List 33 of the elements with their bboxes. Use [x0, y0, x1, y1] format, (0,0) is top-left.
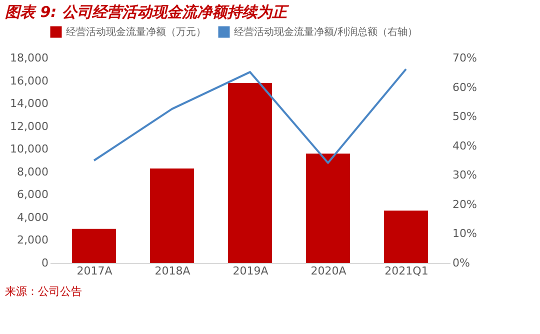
y2-tick-label: 50%	[452, 110, 477, 124]
x-tick-label: 2020A	[310, 264, 347, 278]
bar	[72, 228, 116, 263]
bar	[228, 83, 272, 263]
y2-tick-label: 30%	[452, 168, 477, 182]
y-tick-label: 12,000	[10, 120, 48, 133]
y-tick-label: 18,000	[10, 52, 48, 64]
bar	[384, 210, 428, 263]
source-note: 来源：公司公告	[5, 285, 82, 298]
x-tick-label: 2018A	[154, 264, 191, 278]
line-series	[93, 68, 407, 164]
y-tick-label: 14,000	[10, 97, 48, 110]
y2-tick-label: 40%	[452, 139, 477, 152]
x-tick-label: 2019A	[232, 264, 269, 278]
legend-label: 经营活动现金流量净额（万元）	[66, 26, 206, 38]
y2-tick-label: 20%	[452, 198, 477, 211]
y2-tick-label: 0%	[452, 256, 470, 270]
y-tick-label: 8,000	[17, 165, 48, 178]
chart-title: 图表 9: 公司经营活动现金流净额持续为正	[5, 3, 290, 21]
y2-tick-label: 70%	[452, 52, 477, 64]
y-tick-label: 16,000	[10, 74, 48, 88]
bar	[150, 168, 194, 263]
legend-label: 经营活动现金流量净额/利润总额（右轴）	[234, 26, 418, 38]
x-tick-label: 2017A	[76, 264, 113, 278]
x-tick-label: 2021Q1	[384, 264, 428, 278]
bar	[306, 154, 350, 263]
y2-tick-label: 10%	[452, 227, 477, 240]
y-tick-label: 4,000	[17, 210, 48, 224]
y2-tick-label: 60%	[452, 80, 477, 94]
y-tick-label: 0	[42, 256, 48, 270]
y-tick-label: 10,000	[10, 142, 48, 156]
y-tick-label: 6,000	[17, 188, 48, 202]
y-tick-label: 2,000	[17, 234, 48, 247]
